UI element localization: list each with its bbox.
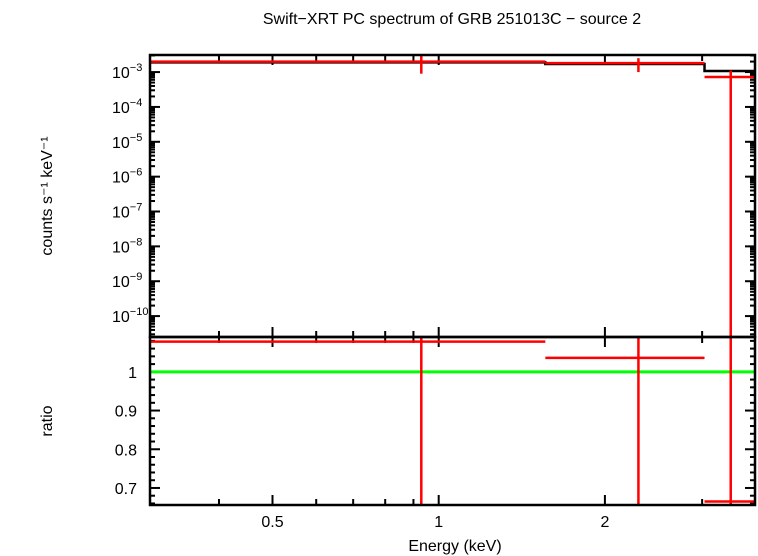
y-tick-label: 10−3: [112, 62, 142, 82]
ratio-panel-frame: [148, 335, 757, 507]
y-tick-exponent: −5: [130, 132, 143, 144]
y-tick-exponent: −3: [130, 62, 143, 74]
y-tick-exponent: −6: [130, 167, 143, 179]
y-tick-exponent: −9: [130, 271, 143, 283]
y-tick-label: 10−10: [112, 306, 148, 326]
y-tick-label: 10−7: [112, 202, 142, 222]
x-tick-label: 1: [434, 514, 443, 531]
y-tick-label: 10−6: [112, 167, 142, 187]
top-y-axis-label: counts s⁻¹ keV⁻¹: [39, 136, 56, 255]
y-tick-label: 0.8: [115, 442, 137, 459]
x-tick-label: 2: [600, 514, 609, 531]
y-tick-label: 0.9: [115, 404, 137, 421]
y-tick-exponent: −10: [130, 306, 149, 318]
y-tick-exponent: −4: [130, 97, 143, 109]
y-tick-label: 0.7: [115, 481, 137, 498]
y-tick-label: 1: [128, 365, 137, 382]
spectrum-panel-frame: [148, 53, 757, 339]
y-tick-label: 10−4: [112, 97, 142, 117]
y-tick-label: 10−5: [112, 132, 142, 152]
y-tick-label: 10−8: [112, 236, 142, 256]
y-tick-exponent: −8: [130, 236, 143, 248]
bottom-y-axis-label: ratio: [39, 405, 56, 436]
x-tick-label: 0.5: [261, 514, 283, 531]
x-axis-label: Energy (keV): [408, 538, 501, 555]
y-tick-label: 10−9: [112, 271, 142, 291]
y-tick-exponent: −7: [130, 202, 143, 214]
chart-title: Swift−XRT PC spectrum of GRB 251013C − s…: [263, 11, 641, 28]
